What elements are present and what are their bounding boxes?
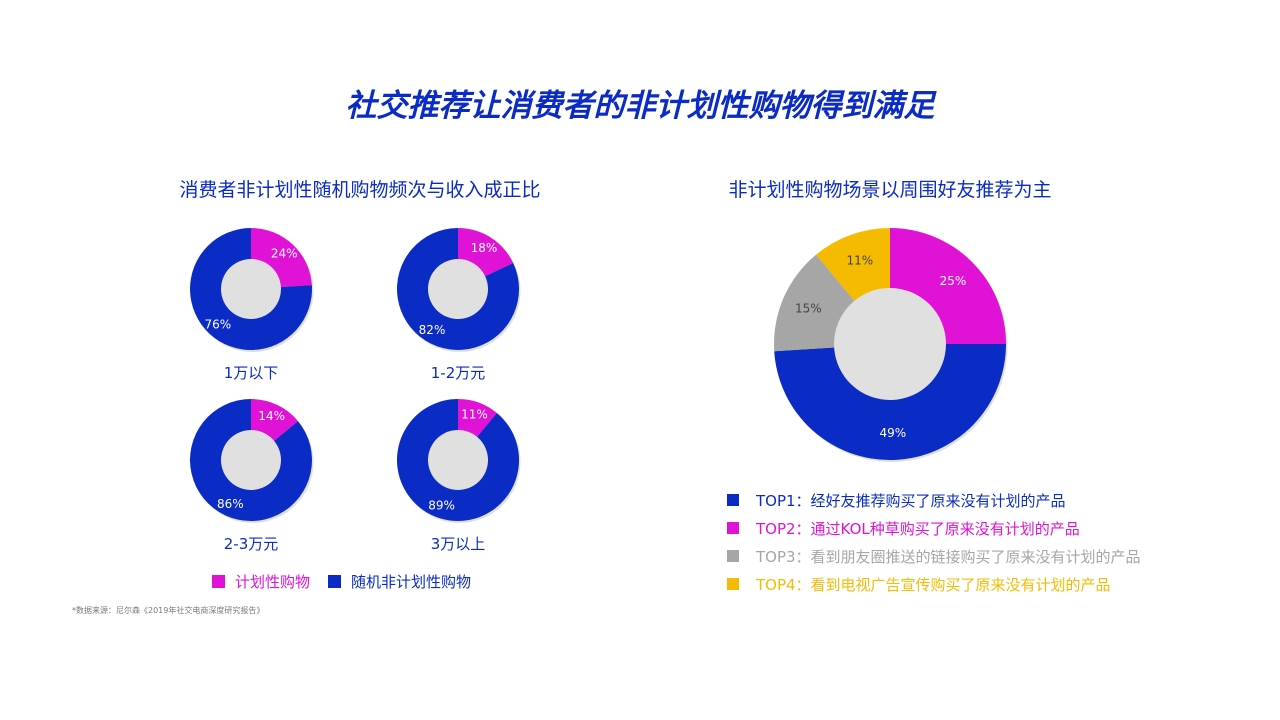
legend-label: TOP3：看到朋友圈推送的链接购买了原来没有计划的产品 [756,547,1141,566]
right-legend: TOP1：经好友推荐购买了原来没有计划的产品 TOP2：通过KOL种草购买了原来… [727,486,1141,598]
legend-swatch [727,578,739,590]
legend-item-unplanned: 随机非计划性购物 [328,571,471,592]
page-title: 社交推荐让消费者的非计划性购物得到满足 [345,88,935,124]
donut-chart-3: 14% 86% [189,399,314,523]
data-label: 25% [940,274,967,288]
data-label: 82% [419,323,446,337]
donut-slice [774,254,855,352]
legend-label: 计划性购物 [235,573,311,591]
data-label: 86% [217,497,244,511]
donut-chart-scenarios: 25% 49% 15% 11% [774,228,1008,462]
data-label: 24% [271,247,298,261]
legend-swatch [328,575,342,588]
source-note: *数据来源：尼尔森《2019年社交电商深度研究报告》 [72,606,265,615]
donut-slice [251,399,299,441]
legend-item-top4: TOP4：看到电视广告宣传购买了原来没有计划的产品 [727,570,1141,598]
legend-swatch [727,550,739,562]
left-subtitle: 消费者非计划性随机购物频次与收入成正比 [179,179,541,201]
donut-slice [397,399,519,521]
legend-swatch [727,522,739,534]
right-subtitle: 非计划性购物场景以周围好友推荐为主 [728,179,1052,201]
left-legend: 计划性购物 随机非计划性购物 [212,571,489,592]
data-label: 76% [204,317,231,331]
data-label: 11% [461,407,488,421]
donut-chart-2: 18% 82% [397,228,521,352]
data-label: 15% [795,302,822,316]
data-label: 18% [471,241,498,255]
donut-slice [458,228,514,277]
donut-caption: 1万以下 [223,364,279,382]
donut-slice [189,228,312,350]
donut-slice [189,399,312,521]
donut-caption: 3万以上 [430,535,486,553]
legend-swatch [212,575,225,588]
data-label: 49% [879,426,906,440]
donut-chart-4: 11% 89% [397,399,521,523]
donut-slice [251,228,312,288]
legend-label: TOP4：看到电视广告宣传购买了原来没有计划的产品 [756,575,1111,594]
donut-slice [816,228,890,301]
donut-caption: 1-2万元 [430,364,486,382]
data-label: 11% [847,253,874,267]
legend-label: TOP1：经好友推荐购买了原来没有计划的产品 [756,491,1066,510]
donut-slice [397,228,519,350]
legend-item-top1: TOP1：经好友推荐购买了原来没有计划的产品 [727,486,1141,514]
legend-item-planned: 计划性购物 [212,571,310,592]
legend-item-top2: TOP2：通过KOL种草购买了原来没有计划的产品 [727,514,1141,542]
legend-label: 随机非计划性购物 [351,573,472,591]
data-label: 89% [428,499,455,513]
legend-item-top3: TOP3：看到朋友圈推送的链接购买了原来没有计划的产品 [727,542,1141,570]
donut-slice [458,399,497,437]
legend-swatch [727,494,739,506]
data-label: 14% [258,409,285,423]
donut-slice [890,228,1006,344]
donut-slice [774,344,1006,460]
donut-chart-1: 24% 76% [189,228,314,352]
donut-caption: 2-3万元 [223,535,279,553]
legend-label: TOP2：通过KOL种草购买了原来没有计划的产品 [756,519,1080,538]
